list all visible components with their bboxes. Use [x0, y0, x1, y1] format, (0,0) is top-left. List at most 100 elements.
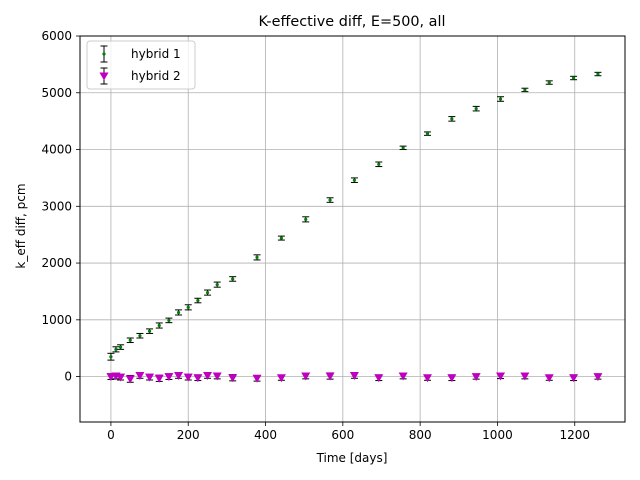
data-point-marker: [276, 374, 286, 383]
data-point: [594, 71, 602, 77]
data-point: [126, 337, 134, 344]
data-point-marker: [215, 283, 219, 287]
plot-data: [106, 71, 603, 384]
data-point-marker: [474, 107, 478, 111]
data-point: [212, 372, 222, 381]
y-tick-label: 6000: [41, 29, 72, 43]
y-tick-label: 2000: [41, 256, 72, 270]
data-point: [301, 372, 311, 381]
data-point-marker: [523, 88, 527, 92]
data-point-marker: [571, 76, 576, 80]
chart-title: K-effective diff, E=500, all: [258, 14, 445, 30]
data-point: [302, 216, 310, 223]
data-point: [521, 87, 529, 93]
data-point: [497, 96, 505, 102]
data-point: [193, 374, 203, 383]
data-point: [374, 374, 384, 383]
data-point-marker: [450, 117, 454, 121]
data-point: [399, 145, 407, 151]
data-point-marker: [496, 372, 506, 381]
data-point: [593, 373, 603, 382]
data-point-marker: [352, 178, 357, 182]
data-point-marker: [125, 375, 135, 384]
data-point-marker: [349, 371, 359, 380]
data-point: [229, 276, 237, 282]
data-point: [117, 344, 125, 350]
data-point-marker: [231, 277, 235, 281]
y-axis-label: k_eff diff, pcm: [14, 183, 28, 268]
data-point: [569, 374, 579, 383]
data-point: [350, 177, 358, 183]
data-point-marker: [154, 374, 164, 383]
data-point: [496, 372, 506, 381]
data-point-marker: [569, 374, 579, 383]
data-point: [175, 309, 183, 316]
data-point-marker: [279, 236, 283, 240]
data-point: [447, 374, 457, 383]
data-point: [174, 371, 184, 380]
x-tick-label: 200: [177, 428, 200, 442]
data-point: [204, 289, 212, 296]
x-tick-label: 1200: [559, 428, 590, 442]
x-tick-label: 1000: [482, 428, 513, 442]
data-point-marker: [401, 146, 405, 150]
data-point: [277, 235, 285, 241]
x-axis-label: Time [days]: [316, 451, 388, 465]
data-point-marker: [167, 318, 171, 322]
data-point-marker: [114, 347, 118, 351]
data-point: [349, 371, 359, 380]
data-point-marker: [157, 323, 161, 328]
data-point-marker: [186, 305, 190, 309]
data-point-marker: [325, 372, 335, 381]
data-point: [183, 373, 193, 382]
data-point-marker: [377, 162, 381, 166]
data-point: [398, 372, 408, 381]
y-tick-label: 4000: [41, 143, 72, 157]
data-point-marker: [174, 371, 184, 380]
data-point: [423, 131, 431, 136]
data-point-marker: [544, 374, 554, 383]
data-point-marker: [520, 372, 530, 381]
data-point-marker: [398, 372, 408, 381]
data-point-marker: [447, 374, 457, 383]
data-point-marker: [128, 338, 132, 342]
x-tick-label: 400: [254, 428, 277, 442]
data-point: [184, 304, 192, 311]
series-hybrid-2: [106, 371, 603, 384]
data-point-marker: [422, 374, 432, 383]
data-point-marker: [593, 373, 603, 382]
data-point: [107, 352, 115, 361]
data-point: [135, 371, 145, 380]
data-point-marker: [328, 198, 332, 202]
data-point: [326, 197, 334, 203]
data-point: [164, 373, 174, 382]
data-point: [165, 317, 173, 324]
y-tick-label: 3000: [41, 199, 72, 213]
data-point: [154, 374, 164, 383]
legend-symbol-hybrid-1: [100, 45, 108, 63]
data-point-marker: [228, 374, 238, 383]
data-point-marker: [135, 371, 145, 380]
data-point-marker: [252, 374, 262, 383]
data-point: [194, 297, 202, 304]
data-point-marker: [425, 132, 430, 136]
data-point: [145, 373, 155, 382]
data-point-marker: [176, 310, 181, 315]
data-point-marker: [164, 373, 174, 382]
series-hybrid-1: [107, 71, 602, 361]
legend: hybrid 1 hybrid 2: [86, 40, 196, 90]
data-point: [213, 281, 221, 288]
y-tick-label: 1000: [41, 313, 72, 327]
data-point-marker: [212, 372, 222, 381]
data-point-marker: [109, 355, 113, 359]
data-point: [155, 322, 163, 329]
legend-label-hybrid-1: hybrid 1: [131, 47, 181, 61]
data-point: [276, 374, 286, 383]
data-point: [472, 105, 480, 112]
data-point-marker: [255, 255, 259, 259]
data-point: [375, 161, 383, 168]
data-point: [228, 374, 238, 383]
x-tick-label: 0: [107, 428, 115, 442]
data-point-marker: [205, 290, 210, 295]
